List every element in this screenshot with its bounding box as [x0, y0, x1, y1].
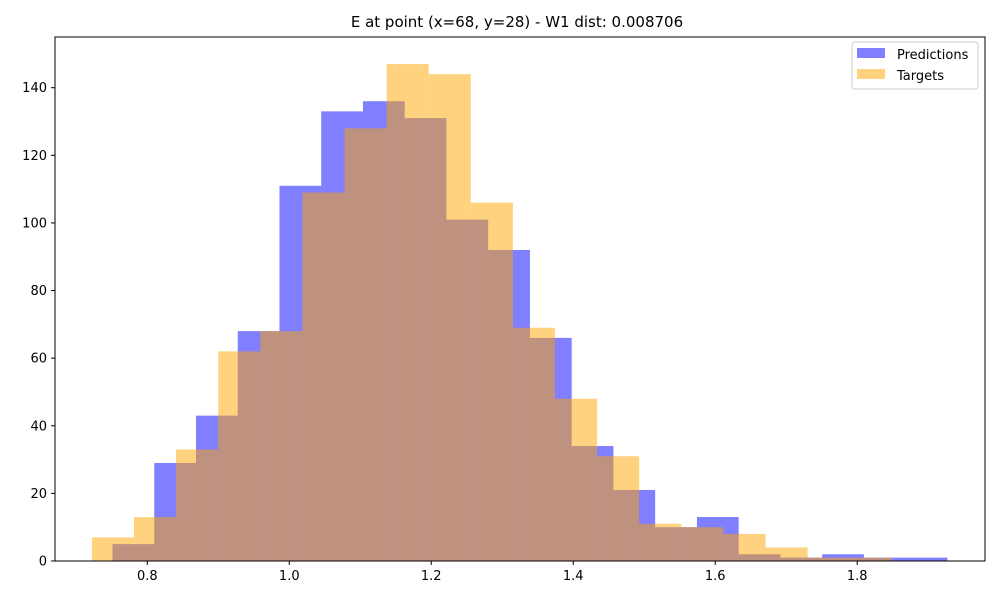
legend-swatch-targets [857, 69, 885, 79]
legend-swatch-predictions [857, 48, 885, 58]
x-tick-label: 1.2 [421, 569, 442, 584]
targets-bar [260, 331, 303, 561]
targets-bar [555, 398, 598, 561]
legend: Predictions Targets [851, 41, 979, 90]
y-tick-label: 60 [30, 352, 47, 367]
targets-bar [470, 202, 513, 561]
targets-bar [765, 547, 808, 561]
y-tick-label: 100 [22, 216, 47, 231]
predictions-bar [905, 557, 948, 561]
chart-title: E at point (x=68, y=28) - W1 dist: 0.008… [351, 13, 683, 31]
y-tick-label: 140 [22, 81, 47, 96]
targets-bar [344, 128, 387, 561]
targets-bar [512, 327, 555, 561]
plot-frame [54, 36, 986, 562]
targets-bar [91, 537, 135, 561]
targets-bar [386, 64, 429, 562]
y-tick-label: 20 [30, 487, 47, 502]
targets-bar [723, 533, 766, 561]
targets-bar [218, 351, 261, 561]
targets-bar [807, 557, 850, 561]
y-tick-label: 40 [30, 419, 47, 434]
targets-bar [176, 449, 219, 561]
y-tick-label: 0 [39, 555, 47, 570]
y-tick-label: 120 [22, 149, 47, 164]
targets-bar [681, 527, 724, 561]
x-tick-label: 0.8 [137, 569, 158, 584]
x-tick-label: 1.4 [563, 569, 584, 584]
targets-bar [597, 456, 640, 561]
y-axis: 0 20 40 60 80 100 120 140 [22, 81, 55, 570]
x-tick-label: 1.8 [847, 569, 868, 584]
legend-label-targets: Targets [896, 69, 944, 84]
x-axis: 0.8 1.0 1.2 1.4 1.6 1.8 [137, 561, 868, 584]
targets-bar [134, 517, 177, 561]
y-tick-label: 80 [30, 284, 47, 299]
targets-bar [849, 557, 892, 561]
targets-bar [639, 523, 682, 561]
targets-bars [91, 64, 892, 562]
x-tick-label: 1.6 [705, 569, 726, 584]
x-tick-label: 1.0 [279, 569, 300, 584]
legend-label-predictions: Predictions [897, 48, 969, 63]
targets-bar [302, 192, 345, 561]
targets-bar [428, 74, 471, 561]
